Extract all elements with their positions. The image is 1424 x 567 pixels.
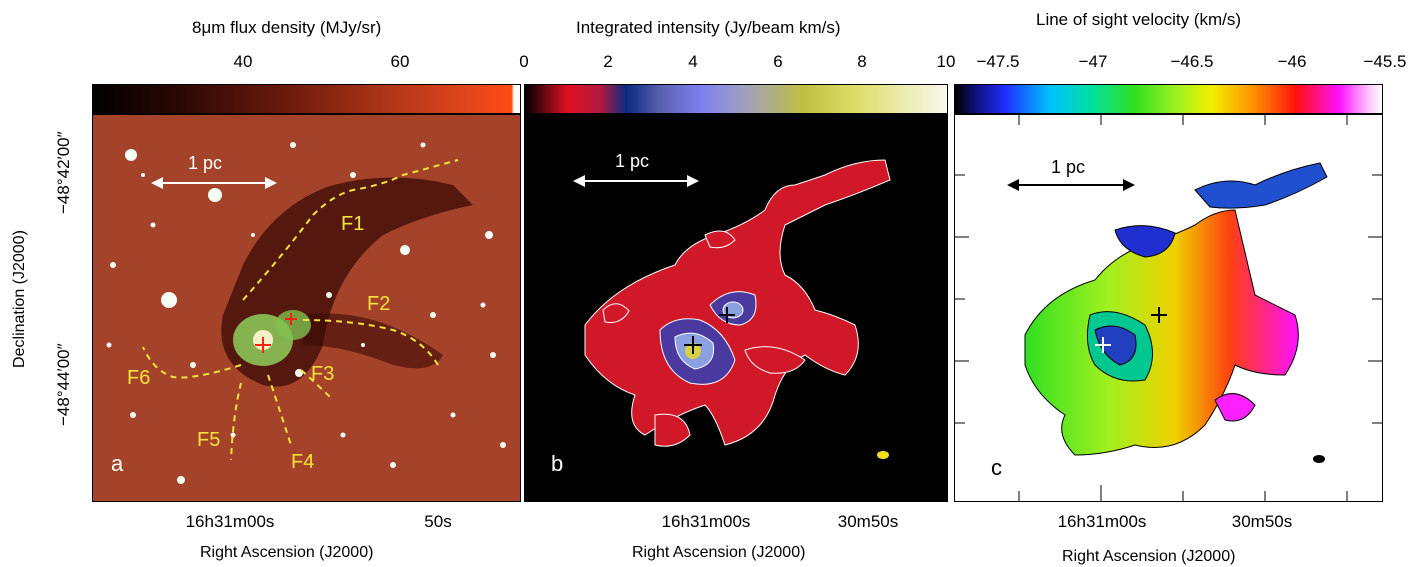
panel-b-cb-tick: 10 [936, 52, 956, 71]
panel-b-image: 1 pc b [524, 114, 948, 502]
filament-label-f3: F3 [311, 363, 335, 385]
velocity-magenta-region [1214, 393, 1256, 422]
panel-c-ra-tick-1: 16h31m00s [1057, 512, 1147, 531]
panel-b-cb-tick: 6 [773, 52, 783, 71]
x-axis-label-a: Right Ascension (J2000) [200, 544, 374, 561]
white-cross [1095, 337, 1111, 353]
panel-b-cb-tick: 4 [688, 52, 698, 71]
x-axis-label-b: Right Ascension (J2000) [632, 544, 806, 561]
panel-c-scale-label: 1 pc [1051, 157, 1086, 177]
scale-arrow-left [573, 175, 585, 187]
filament-label-f6: F6 [127, 367, 151, 389]
panel-c-ra-tick-2: 30m50s [1231, 512, 1293, 531]
panel-a-svg [106, 142, 506, 484]
panel-c-cb-tick: −46 [1277, 52, 1307, 71]
panel-a-cb-tick: 40 [233, 52, 253, 71]
panel-b-colorbar [524, 84, 948, 114]
panel-a-colorbar [92, 84, 521, 114]
filament-label-f1: F1 [341, 213, 365, 235]
panel-c-cb-tick: −45.5 [1363, 52, 1407, 71]
panel-c-cb-tick: −47 [1078, 52, 1108, 71]
panel-a-ra-tick-1: 16h31m00s [185, 512, 275, 531]
panel-a-ra-tick-2: 50s [424, 512, 452, 531]
velocity-blue-core [1114, 225, 1176, 258]
scale-arrow-left [151, 177, 163, 189]
panel-a-cb-tick: 60 [390, 52, 410, 71]
stars [106, 142, 506, 484]
y-axis-label: Declination (J2000) [11, 230, 28, 368]
velocity-blue-region [1194, 162, 1328, 209]
beam-ellipse [877, 451, 889, 459]
axis-ticks [955, 115, 1382, 501]
panel-c-svg [955, 115, 1382, 501]
panel-b-colorbar-title: Integrated intensity (Jy/beam km/s) [576, 18, 841, 37]
green-emission [275, 310, 311, 340]
red-crosses [255, 313, 297, 353]
panel-c-colorbar-title: Line of sight velocity (km/s) [1036, 10, 1242, 29]
panel-c-colorbar [954, 84, 1383, 114]
panel-a-colorbar-title: 8μm flux density (MJy/sr) [192, 18, 382, 37]
filament-label-f5: F5 [197, 429, 221, 451]
panel-b-scale-label: 1 pc [615, 151, 650, 171]
panel-b-ra-tick-2: 30m50s [837, 512, 899, 531]
black-cross [1151, 307, 1167, 323]
panel-a-letter: a [111, 451, 124, 476]
scale-arrow-right [687, 175, 699, 187]
beam-ellipse [1313, 455, 1325, 463]
panel-b-cb-tick: 8 [857, 52, 867, 71]
panel-c-letter: c [991, 455, 1002, 480]
scale-arrow-left [1007, 179, 1019, 191]
filament-lines [142, 159, 459, 461]
panel-c-cb-tick: −47.5 [976, 52, 1020, 71]
x-axis-label-c: Right Ascension (J2000) [1062, 548, 1236, 565]
filament-label-f4: F4 [291, 451, 315, 473]
panel-a-scale-label: 1 pc [188, 153, 223, 173]
panel-b-cb-tick: 0 [519, 52, 529, 71]
panel-c-image: 1 pc c [954, 114, 1383, 502]
scale-arrow-right [1123, 179, 1135, 191]
panel-b-letter: b [551, 451, 564, 476]
dark-cloud-branch [303, 313, 443, 369]
black-crosses [684, 307, 735, 354]
panel-b-svg [573, 159, 891, 459]
panel-c-cb-tick: −46.5 [1170, 52, 1214, 71]
panel-a-image: 1 pc F1 F2 F3 F4 F5 F6 a [92, 114, 521, 502]
scale-arrow-right [265, 177, 277, 189]
panel-b-ra-tick-1: 16h31m00s [661, 512, 751, 531]
filament-label-f2: F2 [367, 293, 391, 315]
panel-b-cb-tick: 2 [603, 52, 613, 71]
